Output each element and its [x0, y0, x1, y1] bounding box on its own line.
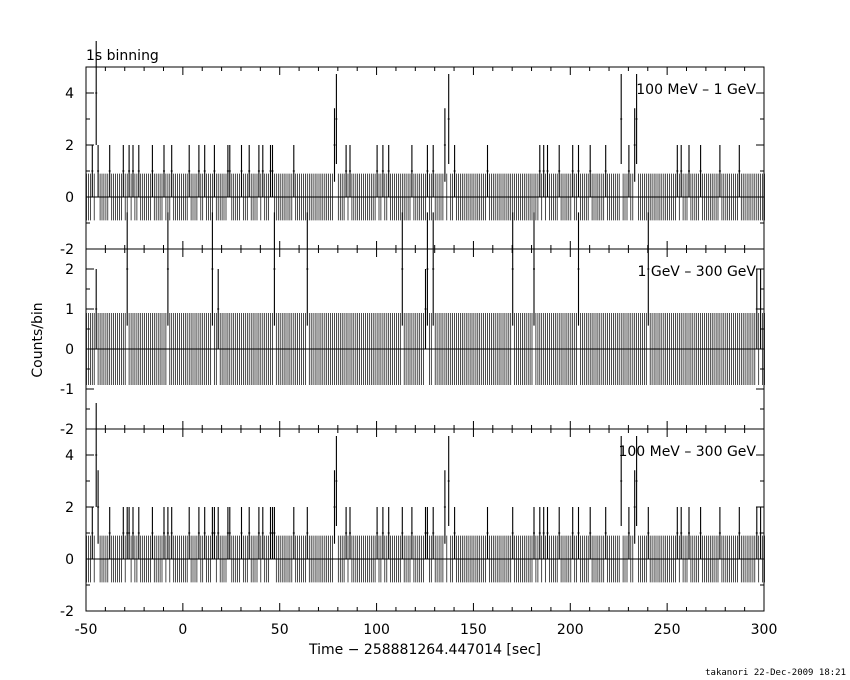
y-tick-label: -2 — [60, 422, 74, 438]
event-bins — [91, 41, 741, 197]
x-tick-label: -50 — [75, 622, 98, 638]
panel-frame — [85, 428, 765, 612]
y-tick-label: 2 — [65, 262, 74, 278]
x-tick-labels: -50 0 50 100 150 200 250 300 — [75, 622, 778, 638]
x-tick-label: 200 — [557, 622, 584, 638]
y-tick-label: 2 — [65, 138, 74, 154]
y-tick-label: 2 — [65, 500, 74, 516]
panel-energy-label: 1 GeV – 300 GeV — [637, 264, 756, 280]
panel-energy-label: 100 MeV – 1 GeV — [636, 82, 756, 98]
y-tick-label: 4 — [65, 86, 74, 102]
y-tick-label: 0 — [65, 342, 74, 358]
event-bins — [91, 403, 762, 559]
x-axis-label: Time − 258881264.447014 [sec] — [308, 642, 541, 658]
chart-title: 1s binning — [86, 48, 159, 64]
x-tick-label: 150 — [460, 622, 487, 638]
y-tick-label: -1 — [60, 382, 74, 398]
x-tick-label: 100 — [363, 622, 390, 638]
y-tick-label: -2 — [60, 242, 74, 258]
y-tick-label: 4 — [65, 448, 74, 464]
x-tick-label: 300 — [751, 622, 778, 638]
panel-3: -2 0 2 4 100 MeV – 300 GeV — [60, 403, 765, 620]
y-tick-label: 0 — [65, 190, 74, 206]
x-tick-label: 0 — [178, 622, 187, 638]
panel-1: -2 0 2 4 100 MeV – 1 GeV — [60, 41, 765, 258]
footer-credit: takanori 22-Dec-2009 18:21 — [705, 668, 846, 678]
y-axis-label: Counts/bin — [30, 302, 46, 377]
y-tick-label: 1 — [65, 302, 74, 318]
panels-group: -2 0 2 4 100 MeV – 1 GeV -2 -1 0 1 2 1 GeV – 300 G… — [60, 41, 765, 620]
x-tick-label: 250 — [654, 622, 681, 638]
y-tick-label: -2 — [60, 604, 74, 620]
y-tick-label: 0 — [65, 552, 74, 568]
panel-2: -2 -1 0 1 2 1 GeV – 300 GeV — [60, 212, 765, 438]
x-tick-label: 50 — [271, 622, 289, 638]
panel-energy-label: 100 MeV – 300 GeV — [618, 444, 756, 460]
